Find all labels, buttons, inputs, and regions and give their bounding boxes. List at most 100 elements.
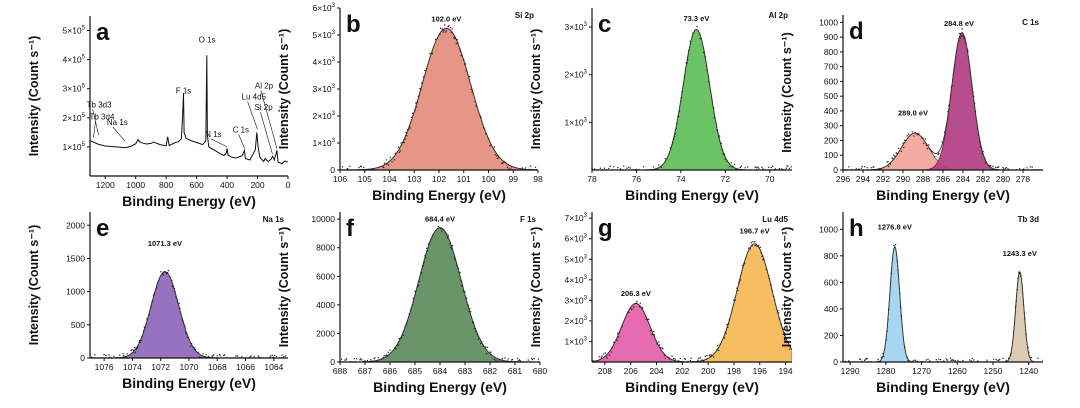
peak-area-1 xyxy=(592,29,792,170)
data-point xyxy=(673,138,675,140)
data-point xyxy=(790,166,792,168)
data-point xyxy=(716,129,718,132)
data-point xyxy=(437,225,439,228)
data-point xyxy=(406,135,408,137)
data-point xyxy=(636,300,638,303)
y-tick-label: 2×105 xyxy=(63,113,86,123)
data-point xyxy=(411,112,414,115)
panel-letter: a xyxy=(96,19,110,46)
data-point xyxy=(366,359,369,362)
data-point xyxy=(382,356,384,358)
x-tick-label: 200 xyxy=(701,366,715,376)
data-point xyxy=(668,358,671,360)
x-tick-label: 681 xyxy=(508,366,522,376)
x-tick-label: 76 xyxy=(632,174,642,184)
data-point xyxy=(684,358,686,360)
y-tick-label: 4×103 xyxy=(313,57,336,67)
data-point xyxy=(402,334,404,336)
data-point xyxy=(848,360,850,362)
data-point xyxy=(156,287,158,289)
data-point xyxy=(451,28,453,30)
data-point xyxy=(718,349,720,352)
data-point xyxy=(167,270,170,272)
data-point xyxy=(531,358,534,361)
data-point xyxy=(970,360,972,362)
data-point xyxy=(603,167,606,169)
data-point xyxy=(629,167,631,169)
data-point xyxy=(189,345,192,347)
data-point xyxy=(753,241,756,243)
x-tick-label: 1066 xyxy=(236,362,255,372)
data-point xyxy=(457,267,459,269)
data-point xyxy=(606,357,608,359)
plot-area xyxy=(90,270,288,358)
annotation-arrow xyxy=(260,112,273,155)
data-point xyxy=(773,295,775,298)
x-axis-label: Binding Energy (eV) xyxy=(122,193,256,209)
data-point xyxy=(928,144,930,146)
data-point xyxy=(417,96,420,98)
data-point xyxy=(628,166,630,168)
data-point xyxy=(859,358,862,361)
data-point xyxy=(424,69,426,72)
y-tick-label: 100 xyxy=(824,150,838,160)
data-point xyxy=(737,289,739,292)
peak-label: 284.8 eV xyxy=(944,19,974,28)
data-point xyxy=(425,68,428,70)
data-point xyxy=(457,42,459,44)
data-point xyxy=(469,308,471,310)
data-point xyxy=(415,102,417,104)
panel-title: F 1s xyxy=(520,215,537,224)
data-point xyxy=(426,249,429,252)
data-point xyxy=(388,164,390,166)
data-point xyxy=(934,156,936,158)
x-tick-label: 688 xyxy=(333,366,347,376)
data-point xyxy=(739,279,741,281)
data-point xyxy=(913,135,915,137)
data-point xyxy=(738,282,740,284)
x-axis-label: Binding Energy (eV) xyxy=(876,187,1010,203)
data-point xyxy=(761,255,763,257)
panel-letter: c xyxy=(598,11,611,38)
x-tick-label: 1064 xyxy=(264,362,283,372)
data-point xyxy=(734,299,736,301)
data-point xyxy=(1005,359,1007,362)
plot-area xyxy=(340,225,540,362)
peak-annotation: Si 2p xyxy=(254,103,273,112)
y-tick-label: 10000 xyxy=(311,214,335,224)
data-point xyxy=(346,358,348,360)
data-point xyxy=(726,160,728,162)
peak-annotation: Al 2p xyxy=(255,81,274,90)
data-point xyxy=(673,136,676,138)
data-point xyxy=(482,345,484,347)
data-point xyxy=(866,357,868,360)
data-point xyxy=(113,355,115,357)
data-point xyxy=(752,241,754,243)
data-point xyxy=(173,287,175,290)
data-point xyxy=(237,355,239,357)
data-point xyxy=(161,273,164,275)
x-tick-label: 102 xyxy=(432,174,446,184)
data-point xyxy=(904,139,906,141)
fit-envelope-line xyxy=(340,227,540,362)
data-point xyxy=(772,165,774,168)
data-point xyxy=(389,156,391,159)
data-point xyxy=(150,306,152,308)
data-point xyxy=(603,353,605,355)
data-point xyxy=(864,166,866,168)
data-point xyxy=(929,360,931,362)
y-tick-label: 8000 xyxy=(316,243,335,253)
panel-h: 1290 1280 1270 1260 1250 1240 0 200 400 600 800 100… xyxy=(780,212,1043,395)
data-point xyxy=(185,333,188,335)
data-point xyxy=(889,163,892,165)
data-point xyxy=(527,359,529,361)
y-tick-label: 900 xyxy=(824,32,838,42)
data-point xyxy=(608,167,610,170)
data-point xyxy=(688,50,690,52)
data-point xyxy=(923,142,925,145)
data-point xyxy=(894,243,897,246)
data-point xyxy=(736,287,738,289)
data-point xyxy=(1028,351,1030,353)
x-tick-label: 685 xyxy=(408,366,422,376)
data-point xyxy=(616,339,618,342)
